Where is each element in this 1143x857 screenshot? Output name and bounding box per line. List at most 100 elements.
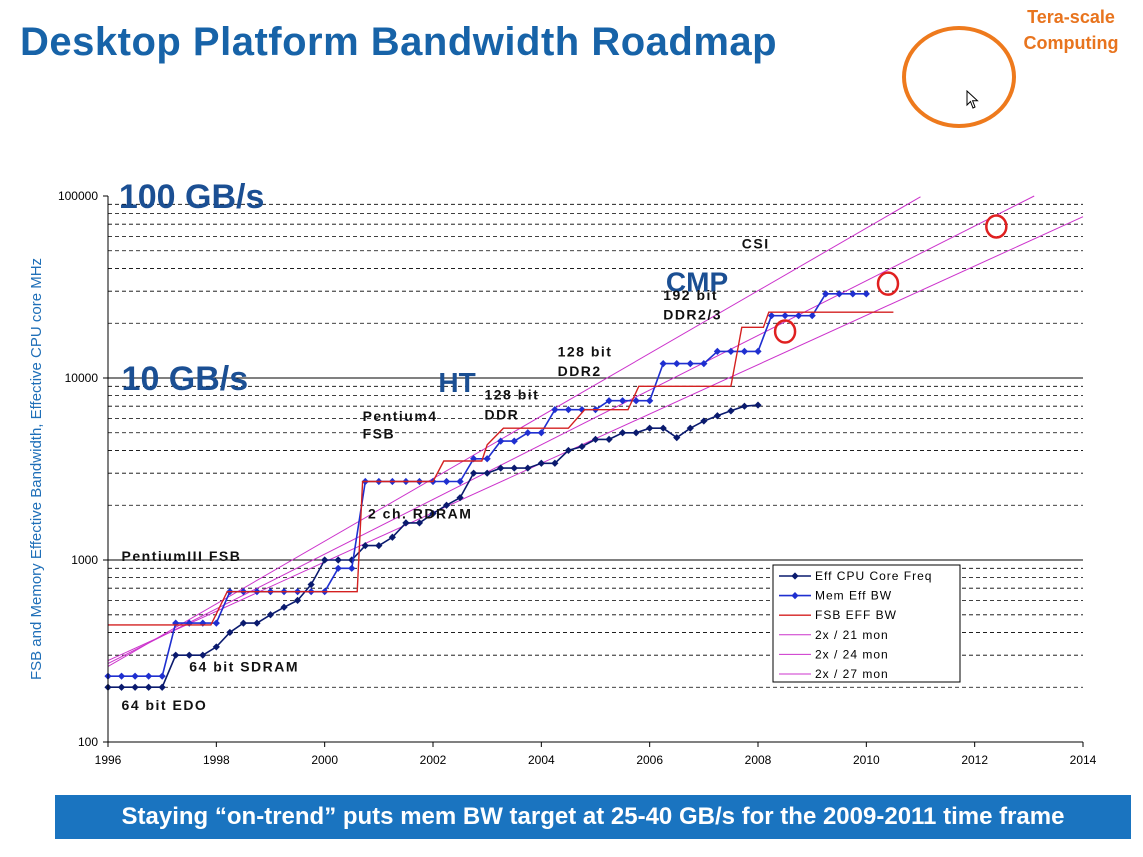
annotation-label: 128 bit	[558, 343, 613, 359]
series-line-2x-24-mon	[108, 195, 1035, 664]
annotation-label: 192 bit	[663, 287, 718, 303]
data-point-mem-eff-bw	[456, 477, 464, 486]
data-point-mem-eff-bw	[199, 619, 207, 627]
data-point-mem-eff-bw	[551, 406, 559, 414]
data-point-eff-cpu-core-freq	[537, 459, 545, 467]
data-point-mem-eff-bw	[510, 437, 518, 445]
series-line-eff-cpu-core-freq	[108, 404, 759, 689]
data-point-eff-cpu-core-freq	[253, 619, 261, 627]
legend-entry-label: 2x / 24 mon	[815, 647, 889, 661]
data-point-mem-eff-bw	[767, 312, 776, 320]
data-point-eff-cpu-core-freq	[402, 519, 410, 527]
data-point-eff-cpu-core-freq	[591, 435, 600, 443]
tera-scale-label: Tera-scale Computing	[1002, 4, 1140, 56]
data-point-eff-cpu-core-freq	[740, 402, 749, 410]
data-point-eff-cpu-core-freq	[375, 541, 383, 550]
data-point-mem-eff-bw	[185, 619, 193, 627]
data-point-mem-eff-bw	[483, 455, 491, 463]
legend-entry-label: Eff CPU Core Freq	[815, 569, 932, 583]
footer-banner: Staying “on-trend” puts mem BW target at…	[55, 795, 1131, 839]
data-point-eff-cpu-core-freq	[429, 509, 437, 518]
data-point-mem-eff-bw	[334, 564, 342, 572]
data-point-eff-cpu-core-freq	[199, 651, 207, 659]
x-tick-label: 1998	[203, 753, 230, 767]
series-line-mem-eff-bw	[108, 292, 867, 678]
data-point-mem-eff-bw	[632, 397, 640, 405]
data-point-eff-cpu-core-freq	[293, 596, 302, 604]
y-tick-label: 1000	[71, 553, 98, 567]
data-point-eff-cpu-core-freq	[280, 603, 288, 611]
data-point-eff-cpu-core-freq	[361, 541, 369, 550]
data-point-eff-cpu-core-freq	[686, 424, 694, 432]
slide-title: Desktop Platform Bandwidth Roadmap	[20, 20, 778, 64]
tera-scale-line-2: Computing	[1023, 33, 1119, 53]
chart-axes: 100 1000 10000 100000 1996 1998 2000 2002 2004 20…	[58, 189, 1097, 767]
annotation-label: PentiumIII FSB	[122, 548, 242, 564]
x-tick-label: 2002	[420, 753, 447, 767]
data-point-mem-eff-bw	[849, 290, 857, 298]
data-point-eff-cpu-core-freq	[483, 469, 491, 477]
data-point-mem-eff-bw	[605, 397, 613, 405]
annotation-label: DDR	[484, 407, 519, 423]
data-point-mem-eff-bw	[442, 477, 451, 486]
data-point-mem-eff-bw	[497, 437, 505, 445]
annotation-label: 2 ch. RDRAM	[368, 506, 472, 522]
y-tick-label: 10000	[65, 371, 99, 385]
legend-entry-label: Mem Eff BW	[815, 589, 892, 603]
data-point-mem-eff-bw	[659, 359, 667, 368]
annotation-label: Pentium4	[363, 408, 438, 424]
data-point-eff-cpu-core-freq	[754, 401, 762, 409]
annotation-label: DDR2/3	[663, 306, 722, 322]
chart-legend: Eff CPU Core Freq Mem Eff BW FSB EFF BW 2x …	[772, 564, 961, 683]
data-point-eff-cpu-core-freq	[510, 464, 518, 472]
data-point-mem-eff-bw	[646, 397, 654, 405]
data-point-eff-cpu-core-freq	[578, 442, 586, 451]
annotation-label: 128 bit	[484, 387, 539, 403]
data-point-mem-eff-bw	[686, 359, 694, 368]
target-circle	[985, 214, 1008, 239]
legend-entry-label: 2x / 21 mon	[815, 628, 889, 642]
tera-scale-circle	[902, 26, 1016, 128]
data-point-eff-cpu-core-freq	[131, 683, 139, 691]
annotation-label: 10 GB/s	[122, 360, 249, 398]
data-point-mem-eff-bw	[835, 290, 843, 298]
data-point-eff-cpu-core-freq	[646, 424, 654, 432]
annotation-label: DDR2	[558, 363, 602, 379]
data-point-eff-cpu-core-freq	[700, 417, 708, 425]
annotation-label: 64 bit EDO	[122, 697, 208, 713]
data-point-eff-cpu-core-freq	[470, 469, 478, 477]
data-point-eff-cpu-core-freq	[659, 424, 667, 432]
data-point-eff-cpu-core-freq	[632, 429, 640, 437]
legend-swatch-marker	[791, 592, 799, 600]
annotation-label: CMP	[666, 266, 728, 297]
annotation-label: FSB	[363, 426, 396, 442]
data-point-eff-cpu-core-freq	[212, 643, 220, 651]
data-point-mem-eff-bw	[564, 406, 573, 414]
x-tick-label: 2000	[311, 753, 338, 767]
data-point-mem-eff-bw	[673, 359, 681, 368]
x-tick-label: 2010	[853, 753, 880, 767]
target-circle	[773, 319, 797, 344]
legend-box	[772, 564, 961, 683]
data-point-mem-eff-bw	[348, 564, 356, 572]
data-point-eff-cpu-core-freq	[618, 429, 627, 437]
x-tick-label: 2004	[528, 753, 555, 767]
tera-scale-line-1: Tera-scale	[1027, 7, 1115, 27]
data-point-eff-cpu-core-freq	[551, 459, 559, 467]
data-point-mem-eff-bw	[781, 312, 789, 320]
data-point-mem-eff-bw	[131, 672, 139, 680]
y-axis-label: FSB and Memory Effective Bandwidth, Effe…	[28, 258, 45, 680]
legend-entry-label: 2x / 27 mon	[815, 667, 889, 681]
data-point-eff-cpu-core-freq	[239, 619, 248, 627]
data-point-eff-cpu-core-freq	[307, 580, 315, 589]
data-point-mem-eff-bw	[808, 312, 816, 320]
legend-swatch-marker	[791, 572, 799, 580]
data-point-mem-eff-bw	[727, 347, 735, 356]
data-point-eff-cpu-core-freq	[158, 683, 166, 691]
data-point-mem-eff-bw	[618, 397, 627, 405]
target-circle	[876, 271, 900, 296]
mouse-cursor-icon	[966, 90, 979, 109]
data-point-eff-cpu-core-freq	[334, 556, 342, 564]
legend-entry-label: FSB EFF BW	[815, 608, 897, 622]
x-tick-label: 2006	[636, 753, 663, 767]
